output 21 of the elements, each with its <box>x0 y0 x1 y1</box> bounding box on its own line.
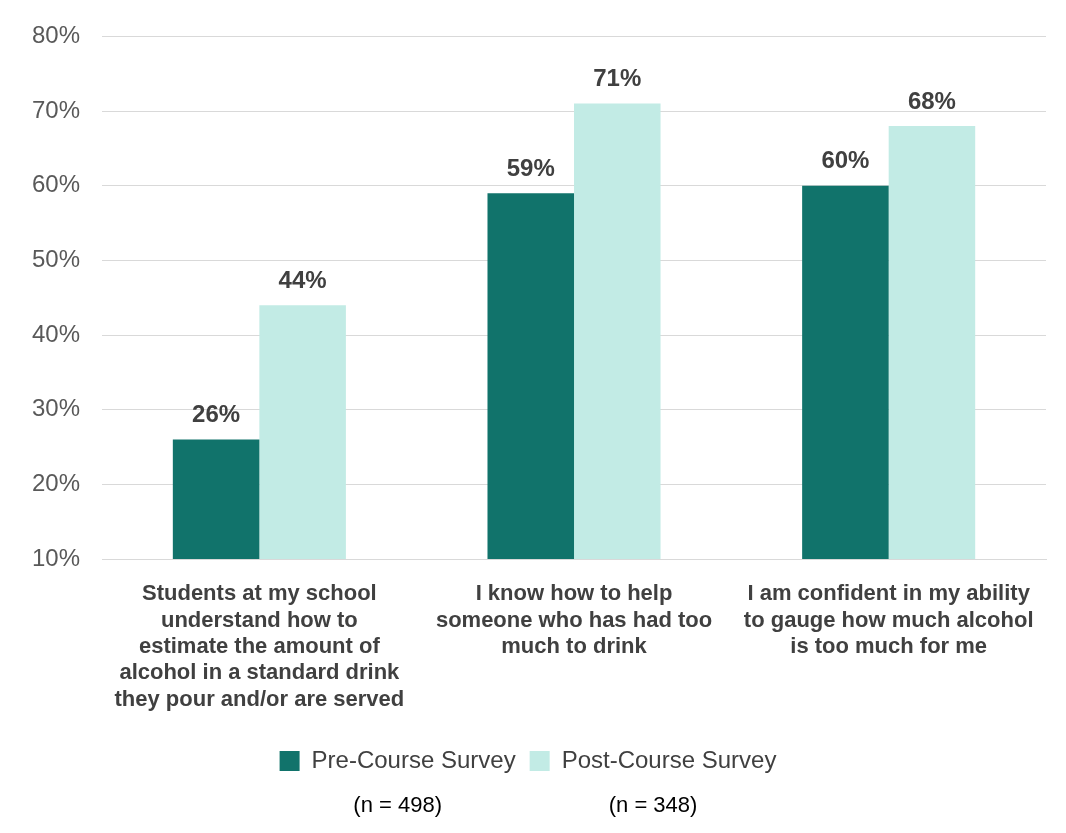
data-label: 68% <box>907 86 956 114</box>
text: (n = 498) <box>353 792 442 818</box>
y-tick-label: 20% <box>31 468 81 496</box>
x-tick-label: I know how to help someone who has had too much to drink <box>435 580 713 659</box>
y-tick-label: 70% <box>31 95 81 123</box>
y-tick-label: 60% <box>31 170 81 198</box>
data-label: 26% <box>192 400 241 428</box>
x-tick-label: I am confident in my ability to gauge how much alcohol is too much for me <box>743 580 1034 659</box>
data-label: 59% <box>506 153 555 181</box>
y-tick-label: 10% <box>31 543 81 571</box>
data-label: 44% <box>278 265 327 293</box>
y-tick-label: 50% <box>31 245 81 272</box>
data-label: 71% <box>593 64 642 92</box>
data-label: 60% <box>821 146 870 174</box>
y-tick-label: 80% <box>31 21 81 49</box>
y-tick-label: 30% <box>31 394 81 422</box>
text: (n = 348) <box>608 792 698 818</box>
legend-label: Pre-Course Survey <box>311 745 516 773</box>
x-tick-label: Students at my school understand how to estimate the amount of alcohol in a standard drink they pour and/or are served <box>114 580 405 711</box>
legend-label: Post-Course Survey <box>561 745 777 773</box>
y-tick-label: 40% <box>31 319 81 347</box>
